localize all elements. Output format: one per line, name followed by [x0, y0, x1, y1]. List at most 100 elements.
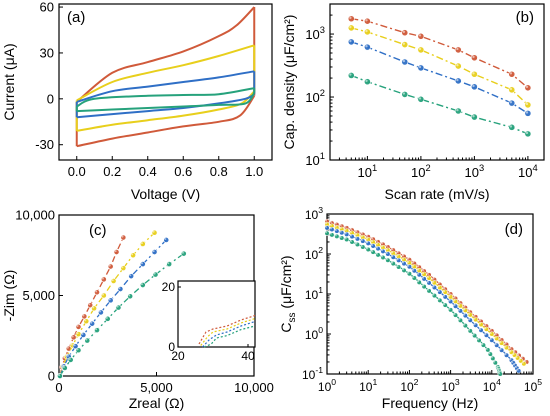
data-point-highlight	[491, 356, 493, 359]
data-point-highlight	[427, 281, 430, 283]
data-point	[489, 337, 495, 343]
data-point	[462, 323, 468, 329]
data-point	[324, 225, 330, 231]
data-point-highlight	[516, 369, 519, 371]
data-point-highlight	[140, 262, 143, 265]
data-point-highlight	[396, 265, 399, 267]
inset-x-tick-label: 20	[171, 349, 185, 363]
tick-label: 103	[305, 205, 323, 222]
data-point	[426, 288, 432, 294]
data-point-highlight	[407, 264, 410, 267]
data-point	[385, 251, 391, 257]
data-point-highlight	[472, 55, 475, 59]
data-point-highlight	[432, 277, 435, 280]
y-tick-label: 0	[48, 369, 55, 384]
data-point-highlight	[361, 232, 363, 235]
data-point	[113, 249, 120, 255]
data-point	[75, 323, 82, 330]
data-point	[365, 246, 371, 253]
data-point	[485, 347, 491, 353]
data-point-highlight	[463, 305, 466, 308]
data-point-highlight	[488, 352, 491, 355]
data-point	[524, 109, 532, 117]
data-point-highlight	[355, 230, 358, 233]
data-point-highlight	[438, 290, 440, 293]
data-point-highlight	[402, 261, 404, 264]
data-point-highlight	[181, 251, 184, 254]
cv-upper-green	[76, 87, 255, 108]
data-point-highlight	[472, 333, 475, 336]
data-point	[454, 77, 462, 85]
data-point-highlight	[391, 261, 394, 264]
panel-c: 0 5,000 10,000 0 5,000 10,000 Zreal (Ω) -Zim (Ω…	[1, 208, 274, 412]
data-point-highlight	[468, 313, 471, 315]
y-axis-label: Cap. density (μF/cm²)	[281, 15, 297, 150]
x-axis-label: Zreal (Ω)	[129, 395, 185, 411]
data-point-highlight	[515, 356, 518, 358]
data-point-highlight	[509, 125, 513, 128]
data-point-highlight	[381, 242, 383, 245]
data-point-highlight	[355, 233, 358, 236]
x-tick-label: 5,000	[140, 380, 173, 395]
data-point-highlight	[335, 229, 337, 232]
data-point-highlight	[365, 29, 368, 33]
data-point	[329, 232, 335, 238]
data-point	[421, 276, 427, 282]
data-point	[347, 24, 355, 32]
data-point-highlight	[515, 366, 517, 369]
data-point-highlight	[427, 273, 430, 275]
data-point	[390, 254, 396, 260]
inset-line-blue	[202, 320, 256, 348]
data-point-highlight	[494, 333, 497, 336]
data-point-highlight	[521, 356, 523, 359]
data-point-highlight	[350, 240, 353, 242]
data-point	[354, 236, 361, 242]
data-point-highlight	[407, 272, 410, 274]
data-point	[363, 28, 371, 36]
data-point-highlight	[402, 268, 404, 271]
data-point-highlight	[458, 309, 461, 311]
cv-lower-blue	[76, 93, 255, 119]
data-point	[401, 260, 407, 267]
data-point	[499, 347, 505, 353]
data-point	[349, 239, 355, 245]
data-point	[417, 32, 425, 40]
x-axis-label: Frequency (Hz)	[382, 395, 478, 411]
cv-lower-green	[76, 92, 256, 113]
data-point-highlight	[330, 233, 332, 235]
data-point-highlight	[68, 358, 71, 360]
data-point-highlight	[438, 285, 440, 288]
data-point-highlight	[121, 266, 124, 269]
data-point	[347, 72, 355, 79]
data-point	[467, 312, 473, 318]
data-point	[487, 351, 493, 357]
x-tick-label: 1.0	[245, 164, 263, 179]
data-point-highlight	[427, 276, 430, 279]
data-point-highlight	[453, 304, 456, 307]
y-axis-label: Current (μA)	[1, 43, 17, 120]
data-point-highlight	[458, 304, 461, 306]
data-point	[472, 333, 478, 339]
x-tick-label: 10,000	[234, 380, 274, 395]
data-point	[128, 273, 135, 280]
data-point-highlight	[479, 319, 482, 322]
data-point-highlight	[498, 372, 501, 374]
y-tick-label: 10,000	[15, 208, 55, 223]
data-point-highlight	[412, 269, 415, 271]
data-point	[417, 95, 425, 103]
data-point-highlight	[152, 230, 155, 233]
data-point-highlight	[468, 329, 471, 331]
data-point	[120, 265, 127, 272]
data-point-highlight	[481, 343, 484, 346]
data-point-highlight	[366, 234, 369, 237]
data-point-highlight	[71, 335, 74, 338]
data-point-highlight	[131, 253, 134, 256]
data-point-highlight	[494, 336, 497, 339]
data-point	[115, 304, 122, 311]
data-point-highlight	[509, 72, 513, 75]
data-point-highlight	[518, 359, 521, 361]
inset-y-tick-label: 0	[168, 340, 175, 354]
panel-d: 100 101 102 103 104 10510-1100101102103Freque…	[278, 205, 542, 411]
data-point	[396, 264, 402, 270]
tick-label: 101	[358, 163, 378, 180]
